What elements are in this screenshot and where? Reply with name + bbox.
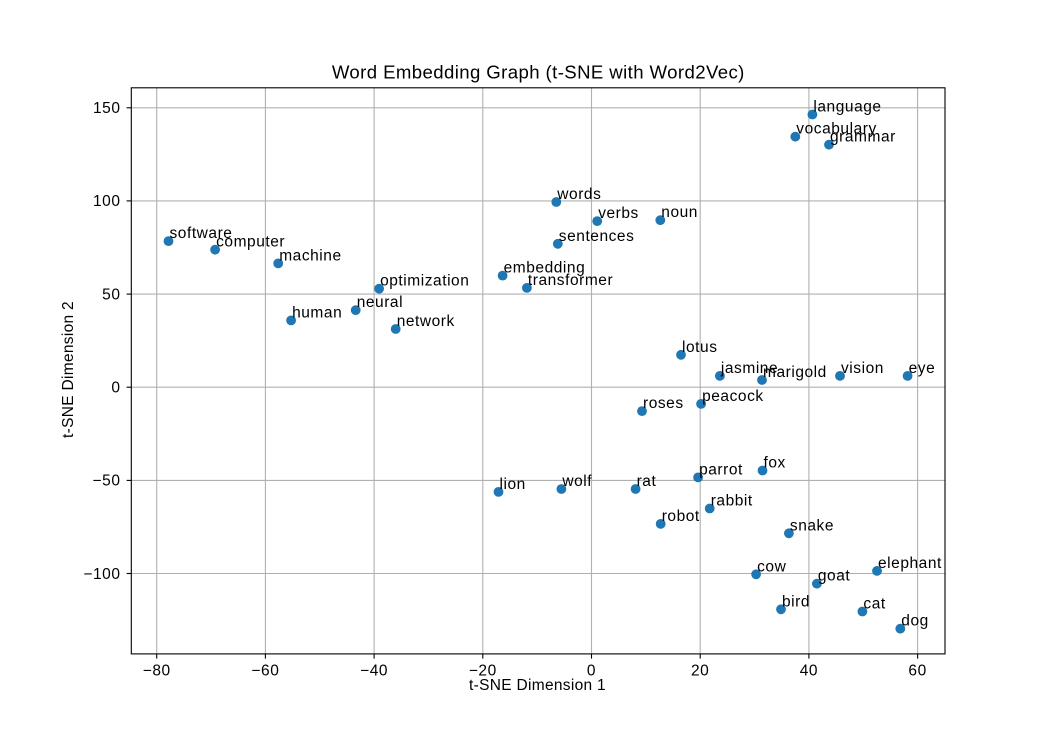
svg-text:60: 60 (908, 662, 926, 679)
svg-text:vision: vision (841, 360, 884, 377)
svg-text:t-SNE Dimension 2: t-SNE Dimension 2 (60, 301, 77, 438)
svg-text:lion: lion (500, 476, 526, 493)
svg-text:−20: −20 (469, 662, 497, 679)
svg-text:20: 20 (691, 662, 709, 679)
svg-text:sentences: sentences (559, 228, 635, 245)
svg-text:marigold: marigold (763, 364, 827, 381)
svg-text:150: 150 (93, 100, 121, 117)
svg-text:40: 40 (800, 662, 818, 679)
svg-text:optimization: optimization (380, 273, 469, 290)
svg-text:Word Embedding Graph (t-SNE wi: Word Embedding Graph (t-SNE with Word2Ve… (332, 62, 745, 83)
svg-text:roses: roses (643, 395, 684, 412)
svg-text:machine: machine (279, 247, 341, 264)
svg-text:rabbit: rabbit (711, 493, 753, 510)
svg-text:neural: neural (357, 294, 403, 311)
svg-text:robot: robot (662, 508, 700, 525)
svg-text:0: 0 (587, 662, 596, 679)
svg-text:noun: noun (661, 204, 698, 221)
svg-text:software: software (170, 225, 233, 242)
svg-text:network: network (397, 313, 455, 330)
svg-text:cat: cat (863, 596, 885, 613)
svg-text:100: 100 (93, 193, 121, 210)
svg-text:peacock: peacock (702, 388, 764, 405)
svg-text:words: words (556, 186, 601, 203)
svg-text:−100: −100 (83, 566, 120, 583)
svg-text:transformer: transformer (528, 272, 613, 289)
svg-text:wolf: wolf (561, 473, 592, 490)
svg-text:−40: −40 (360, 662, 388, 679)
svg-text:−60: −60 (251, 662, 279, 679)
svg-text:fox: fox (764, 455, 786, 472)
svg-text:dog: dog (901, 613, 929, 630)
svg-text:human: human (292, 304, 342, 321)
svg-text:−80: −80 (143, 662, 171, 679)
svg-text:vocabulary: vocabulary (796, 121, 876, 138)
svg-text:elephant: elephant (878, 555, 942, 572)
svg-text:rat: rat (637, 473, 657, 490)
svg-text:snake: snake (790, 517, 834, 534)
svg-text:t-SNE Dimension 1: t-SNE Dimension 1 (469, 677, 606, 694)
svg-text:50: 50 (102, 286, 120, 303)
svg-text:−50: −50 (93, 473, 121, 490)
svg-text:lotus: lotus (682, 339, 718, 356)
svg-text:grammar: grammar (830, 129, 896, 146)
svg-text:parrot: parrot (699, 461, 743, 478)
svg-text:bird: bird (782, 593, 810, 610)
svg-text:computer: computer (216, 234, 285, 251)
svg-text:eye: eye (909, 360, 936, 377)
svg-text:goat: goat (818, 568, 851, 585)
svg-text:embedding: embedding (504, 260, 586, 277)
svg-text:jasmine: jasmine (720, 360, 778, 377)
svg-text:language: language (813, 99, 881, 116)
svg-text:0: 0 (111, 380, 120, 397)
svg-text:cow: cow (757, 558, 786, 575)
svg-text:verbs: verbs (598, 205, 639, 222)
